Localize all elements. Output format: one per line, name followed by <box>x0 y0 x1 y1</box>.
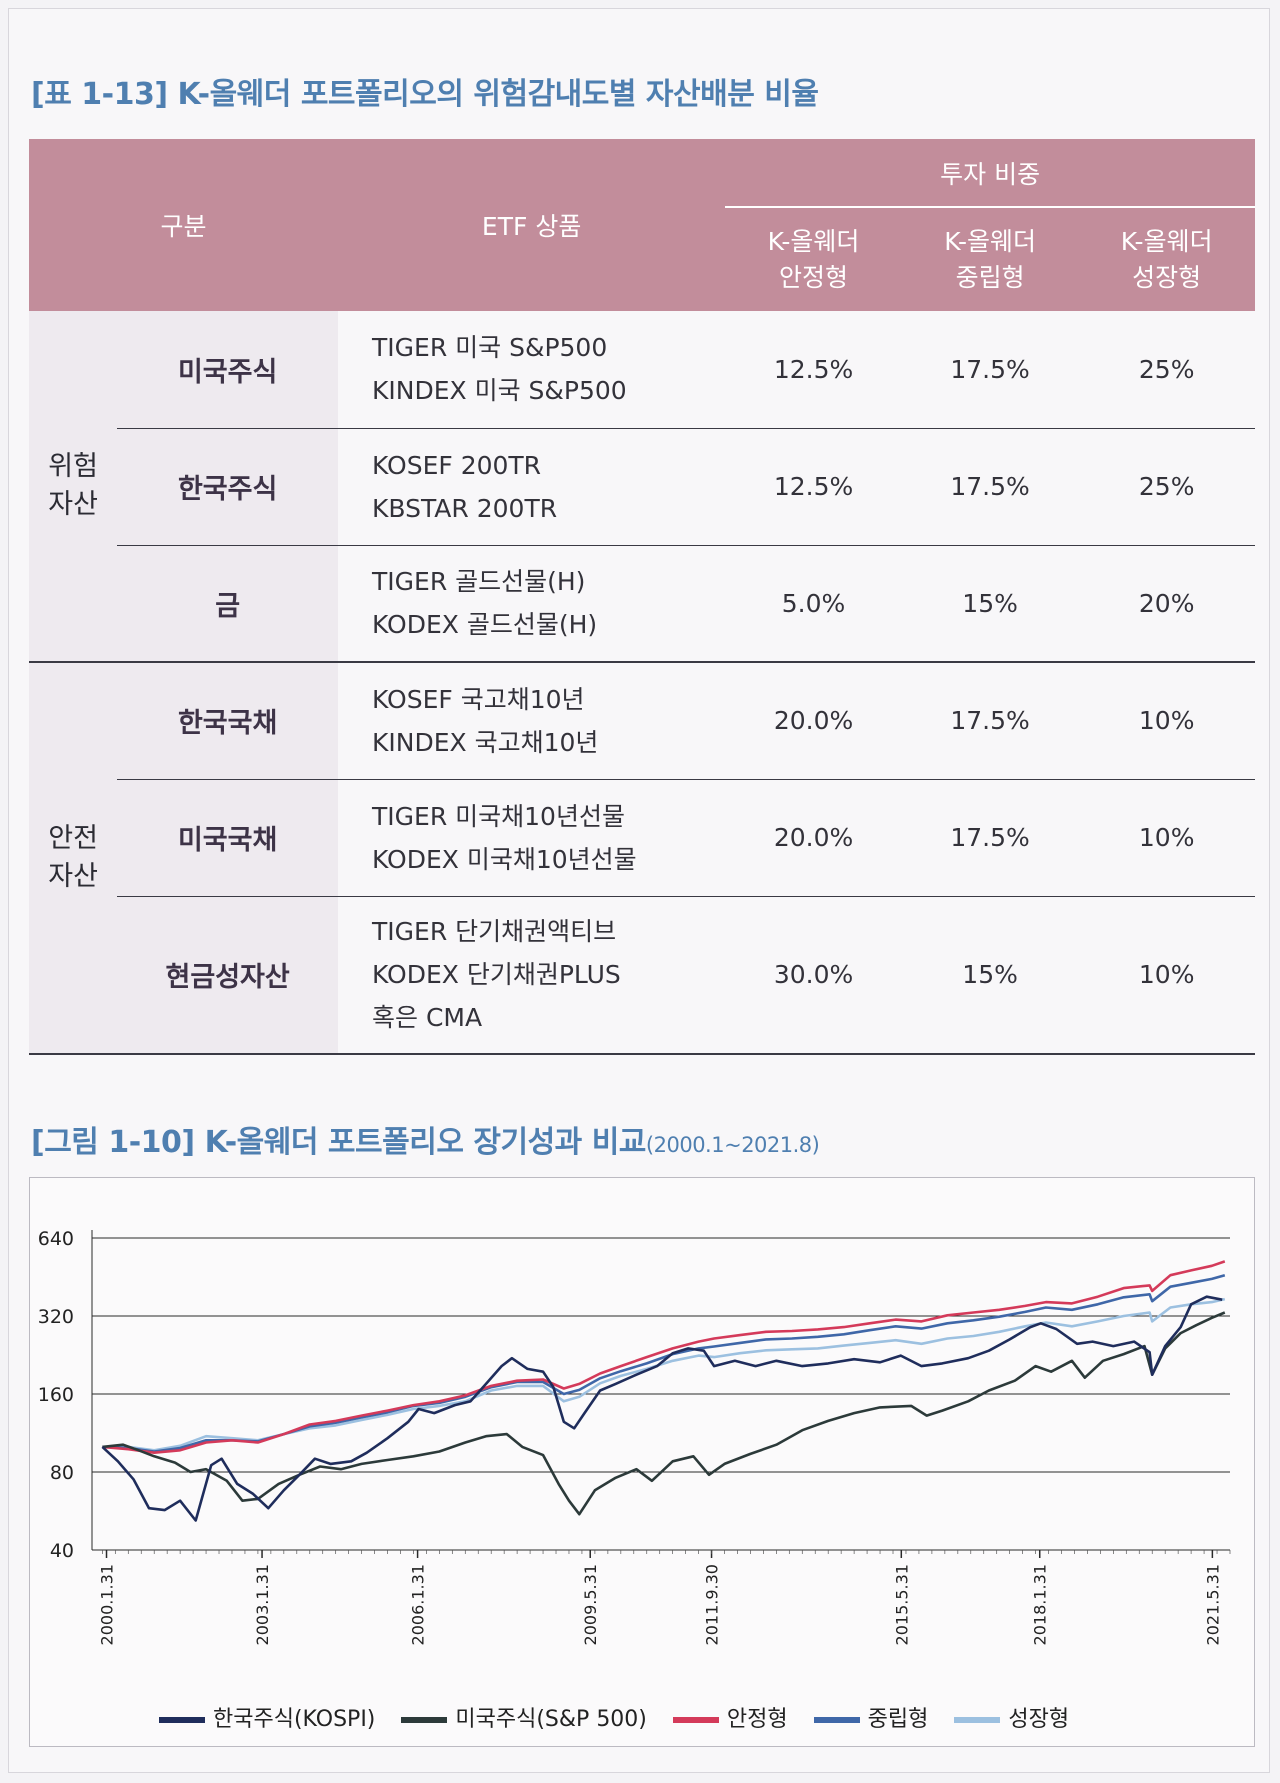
row-stable: 30.0% <box>725 895 902 1054</box>
row-sub: 미국국채 <box>117 778 338 896</box>
row-etf: TIGER 단기채권액티브 KODEX 단기채권PLUS 혹은 CMA <box>338 895 726 1054</box>
row-growth: 10% <box>1078 661 1255 779</box>
y-tick-label: 320 <box>38 1306 74 1328</box>
series-line <box>102 1260 1226 1454</box>
x-tick-label: 2018.1.31 <box>1031 1564 1050 1645</box>
asset-allocation-table: 구분 ETF 상품 투자 비중 K-올웨더 안정형 K-올웨더 중립형 K-올웨더 성… <box>29 139 1255 1055</box>
row-neutral: 17.5% <box>901 778 1079 896</box>
legend-item: 한국주식(KOSPI) <box>159 1701 375 1733</box>
x-tick-label: 2003.1.31 <box>253 1564 272 1645</box>
group-safe-assets: 안전 자산 <box>29 661 118 1054</box>
table-caption: [표 1-13] K-올웨더 포트폴리오의 위험감내도별 자산배분 비율 <box>31 77 819 112</box>
row-neutral: 17.5% <box>950 354 1030 384</box>
y-tick-label: 640 <box>38 1228 74 1250</box>
chart-legend: 한국주식(KOSPI) 미국주식(S&P 500) 안정형 중립형 성장형 <box>159 1701 1095 1733</box>
legend-label: 중립형 <box>867 1707 929 1732</box>
header-etf: ETF 상품 <box>338 139 726 311</box>
header-neutral: K-올웨더 중립형 <box>901 207 1079 311</box>
legend-label: 미국주식(S&P 500) <box>455 1707 647 1732</box>
y-tick-label: 160 <box>38 1384 74 1406</box>
header-category: 구분 <box>29 139 338 311</box>
legend-swatch <box>954 1717 1001 1723</box>
row-growth: 10% <box>1078 895 1255 1054</box>
x-tick-label: 2011.9.30 <box>703 1564 722 1645</box>
row-sub: 금 <box>117 544 338 662</box>
row-growth: 10% <box>1078 778 1255 896</box>
header-weight-group: 투자 비중 <box>725 139 1255 208</box>
legend-label: 한국주식(KOSPI) <box>213 1707 376 1732</box>
performance-chart: 40 80 160 320 640 2000.1.31 2003.1.31 2006.1.31… <box>29 1177 1255 1747</box>
row-etf: KOSEF 국고채10년 KINDEX 국고채10년 <box>338 661 726 779</box>
legend-item: 성장형 <box>954 1701 1069 1733</box>
x-tick-label: 2009.5.31 <box>581 1564 600 1645</box>
legend-swatch <box>672 1717 719 1723</box>
legend-swatch <box>813 1717 860 1723</box>
y-tick-label: 80 <box>50 1462 74 1484</box>
row-sub: 미국주식 <box>117 311 338 428</box>
y-tick-label: 40 <box>50 1540 74 1562</box>
row-stable: 20.0% <box>725 661 902 779</box>
row-neutral: 15% <box>901 544 1079 662</box>
performance-chart-svg: 40 80 160 320 640 2000.1.31 2003.1.31 2006.1.31… <box>38 1228 1231 1645</box>
row-stable: 20.0% <box>725 778 902 896</box>
row-etf: KOSEF 200TR KBSTAR 200TR <box>338 427 726 545</box>
legend-item: 안정형 <box>672 1701 788 1733</box>
group-risk-assets: 위험 자산 <box>29 311 118 662</box>
row-growth: 25% <box>1078 427 1255 545</box>
legend-swatch <box>401 1717 448 1723</box>
row-sub: 한국국채 <box>117 661 338 779</box>
row-neutral: 17.5% <box>901 661 1079 779</box>
x-tick-label: 2015.5.31 <box>892 1564 911 1645</box>
row-stable: 12.5% <box>773 354 854 384</box>
row-neutral: 17.5% <box>901 427 1079 545</box>
figure-caption: [그림 1-10] K-올웨더 포트폴리오 장기성과 비교(2000.1~202… <box>31 1125 820 1160</box>
figure-caption-range: (2000.1~2021.8) <box>645 1133 820 1157</box>
legend-item: 중립형 <box>813 1701 929 1733</box>
x-tick-label: 2000.1.31 <box>98 1564 117 1645</box>
row-growth: 25% <box>1138 354 1195 384</box>
header-stable: K-올웨더 안정형 <box>725 207 902 311</box>
row-sub: 현금성자산 <box>117 895 338 1054</box>
series-line <box>101 1295 1223 1522</box>
row-etf: TIGER 미국채10년선물 KODEX 미국채10년선물 <box>338 778 726 896</box>
row-stable: 12.5% <box>725 427 902 545</box>
row-neutral: 15% <box>901 895 1079 1054</box>
x-tick-label: 2006.1.31 <box>409 1564 428 1645</box>
header-growth: K-올웨더 성장형 <box>1078 207 1255 311</box>
legend-swatch <box>159 1717 205 1723</box>
series-line <box>102 1297 1226 1452</box>
series-line <box>102 1311 1226 1516</box>
row-etf: TIGER 미국 S&P500 KINDEX 미국 S&P500 <box>372 333 627 406</box>
x-tick-label: 2021.5.31 <box>1203 1564 1222 1645</box>
row-growth: 20% <box>1078 544 1255 662</box>
legend-item: 미국주식(S&P 500) <box>401 1701 647 1733</box>
legend-label: 안정형 <box>726 1707 788 1732</box>
legend-label: 성장형 <box>1008 1707 1070 1732</box>
row-stable: 5.0% <box>725 544 902 662</box>
series-line <box>102 1273 1226 1453</box>
row-etf: TIGER 골드선물(H) KODEX 골드선물(H) <box>338 544 726 662</box>
document-page: [표 1-13] K-올웨더 포트폴리오의 위험감내도별 자산배분 비율 구분 … <box>8 8 1270 1773</box>
row-sub: 한국주식 <box>117 427 338 545</box>
